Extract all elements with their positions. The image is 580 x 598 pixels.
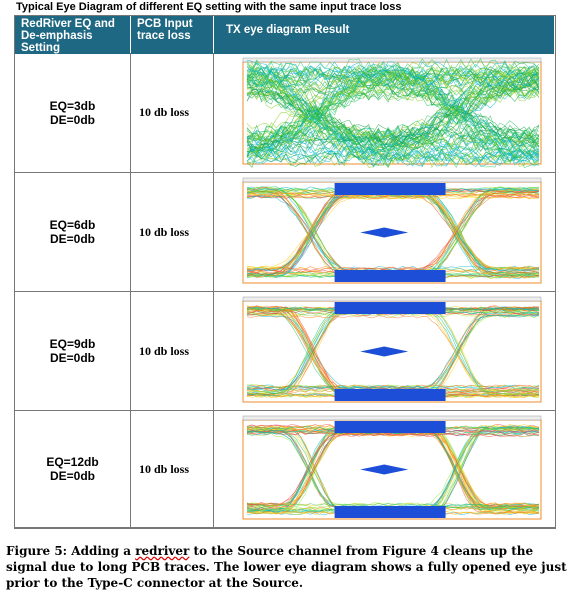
eye-trace <box>246 68 539 157</box>
setting-text: EQ=3db DE=0db <box>50 99 96 127</box>
eye-trace <box>246 72 539 153</box>
table-title: Typical Eye Diagram of different EQ sett… <box>16 1 402 13</box>
eye-trace <box>246 146 539 162</box>
mask-center <box>359 464 408 474</box>
eq-setting: EQ=6db <box>49 218 96 232</box>
trace-loss: 10 db loss <box>131 53 214 173</box>
plot-header <box>242 177 541 182</box>
eye-trace <box>246 144 539 159</box>
plot-header <box>242 415 541 420</box>
plot-header <box>242 296 541 301</box>
eye-trace <box>246 312 539 317</box>
mask-top <box>334 301 446 314</box>
eye-trace <box>246 85 539 142</box>
table: RedRiver EQ and De-emphasis Setting PCB … <box>14 15 556 529</box>
mask-center <box>359 227 408 237</box>
eye-diagram <box>242 57 541 168</box>
caption-text: redriver <box>135 544 190 558</box>
trace-loss: 10 db loss <box>131 292 214 411</box>
trace-loss: 10 db loss <box>131 173 214 292</box>
eye-trace <box>246 72 539 89</box>
eye-trace <box>246 65 539 81</box>
eye-trace <box>246 77 539 149</box>
eye-diagram <box>242 177 541 283</box>
mask-center <box>359 346 408 356</box>
eye-trace <box>246 383 539 388</box>
eye-trace <box>246 67 539 157</box>
eye-cell <box>214 53 555 173</box>
eye-trace <box>246 71 539 152</box>
setting-cell: EQ=6db DE=0db <box>15 173 131 292</box>
eye-trace <box>246 59 539 168</box>
setting-cell: EQ=12db DE=0db <box>15 411 131 528</box>
eye-trace <box>246 87 539 141</box>
column-header: PCB Input trace loss <box>131 16 214 54</box>
eye-trace <box>246 71 539 152</box>
eye-trace <box>246 311 539 391</box>
column-header: RedRiver EQ and De-emphasis Setting <box>15 16 131 54</box>
eye-trace <box>246 65 539 161</box>
de-setting: DE=0db <box>49 112 95 127</box>
eye-trace <box>246 63 539 159</box>
eye-trace <box>246 313 539 390</box>
eq-setting: EQ=9db <box>49 337 96 351</box>
mask-bottom <box>334 269 446 282</box>
eye-trace <box>246 384 539 388</box>
eye-cell <box>214 292 555 411</box>
setting-cell: EQ=3db DE=0db <box>15 53 131 173</box>
eye-trace <box>246 432 539 506</box>
eye-trace <box>246 68 539 158</box>
eye-trace <box>246 75 539 150</box>
eq-setting: EQ=12db <box>46 455 99 469</box>
eye-trace <box>246 77 539 143</box>
eye-trace <box>246 88 539 137</box>
eye-trace <box>246 63 539 163</box>
caption-text: Figure 5: Adding a <box>6 544 136 558</box>
de-setting: DE=0db <box>49 232 95 246</box>
eye-trace <box>246 65 539 81</box>
eye-trace <box>246 194 539 270</box>
eye-trace <box>246 74 539 152</box>
eye-trace <box>246 153 539 168</box>
eye-trace <box>246 60 539 168</box>
eye-cell <box>214 173 555 292</box>
figure-caption: Figure 5: Adding a redriver to the Sourc… <box>6 543 576 591</box>
column-header: TX eye diagram Result <box>214 16 555 54</box>
eye-trace <box>246 85 539 139</box>
setting-text: EQ=6db DE=0db <box>50 218 96 246</box>
mask-top <box>334 420 446 433</box>
mask-bottom <box>334 505 446 518</box>
mask-bottom <box>334 388 446 401</box>
eye-trace <box>246 65 539 79</box>
de-setting: DE=0db <box>49 351 95 365</box>
eye-trace <box>246 124 539 140</box>
eye-trace <box>246 191 539 196</box>
setting-text: EQ=9db DE=0db <box>50 337 96 365</box>
setting-text: EQ=12db DE=0db <box>46 455 98 483</box>
eye-trace <box>246 65 539 153</box>
mask-top <box>334 182 446 195</box>
eye-trace <box>246 60 539 162</box>
eye-trace <box>246 432 539 506</box>
setting-cell: EQ=9db DE=0db <box>15 292 131 411</box>
eye-diagram <box>242 296 541 402</box>
eye-cell <box>214 411 555 528</box>
eye-diagram <box>242 415 541 519</box>
eq-setting: EQ=3db <box>49 98 96 113</box>
de-setting: DE=0db <box>49 469 95 483</box>
trace-loss: 10 db loss <box>131 411 214 528</box>
caption-text: to the Source channel from Figure 4 clea… <box>6 544 567 590</box>
